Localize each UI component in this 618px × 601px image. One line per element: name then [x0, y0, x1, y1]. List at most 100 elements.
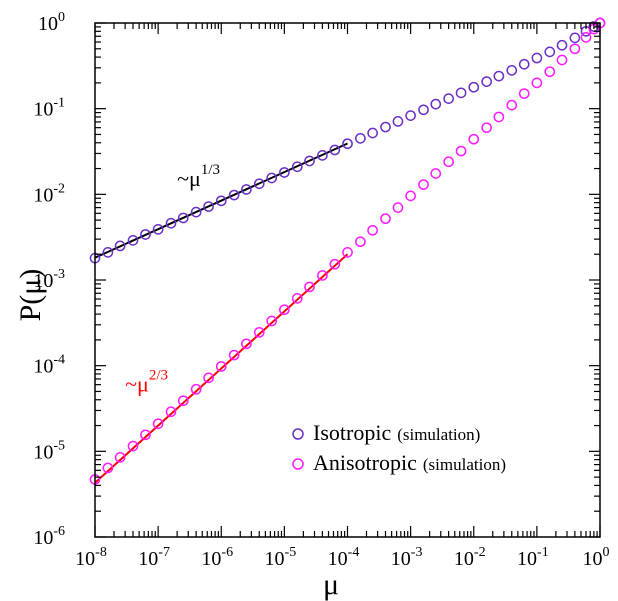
anisotropic-point	[253, 326, 265, 338]
fit-lines	[94, 142, 349, 484]
anisotropic-point	[518, 88, 530, 99]
anisotropic-point	[177, 395, 189, 407]
isotropic-point	[253, 178, 265, 190]
annotation-isotropic-slope: ~μ1/3	[177, 162, 220, 191]
isotropic-point	[405, 110, 416, 121]
isotropic-point	[317, 150, 328, 161]
isotropic-point	[367, 127, 378, 139]
anisotropic-point	[140, 429, 151, 441]
y-tick-exponent: -5	[53, 438, 65, 453]
x-tick-label: 10-8	[75, 545, 107, 570]
isotropic-point	[266, 172, 278, 184]
legend-name-anisotropic: Anisotropic	[313, 450, 417, 475]
isotropic-point	[569, 32, 581, 44]
anisotropic-point	[556, 54, 568, 66]
anisotropic-point	[493, 111, 505, 123]
anisotropic-point	[304, 281, 315, 293]
y-tick-base: 10	[33, 270, 53, 292]
y-tick-base: 10	[33, 356, 53, 378]
anisotropic-point	[279, 304, 290, 316]
y-axis-title: P(μ)	[14, 269, 47, 322]
anisotropic-point	[266, 315, 278, 327]
anisotropic-point	[418, 179, 429, 190]
isotropic-point	[481, 76, 492, 87]
y-tick-exponent: -2	[53, 181, 65, 196]
fit-line-anisotropic	[94, 253, 349, 484]
x-tick-label: 10-5	[265, 545, 297, 570]
x-tick-exponent: -8	[95, 545, 107, 560]
anisotropic-point	[392, 202, 404, 213]
x-tick-label: 10-1	[517, 545, 549, 570]
x-tick-base: 10	[328, 548, 348, 570]
isotropic-point	[493, 70, 505, 82]
legend-name-isotropic: Isotropic	[313, 420, 391, 445]
isotropic-point	[102, 247, 114, 258]
anisotropic-point	[165, 406, 177, 418]
legend-suffix-anisotropic: (simulation)	[423, 455, 506, 474]
isotropic-point	[165, 217, 177, 229]
isotropic-point	[228, 189, 240, 201]
isotropic-point	[279, 167, 290, 178]
x-tick-exponent: -6	[221, 545, 233, 560]
legend-label-isotropic: Isotropic (simulation)	[313, 420, 480, 445]
x-tick-label: 10-4	[328, 545, 360, 570]
axis-ticks	[94, 22, 601, 538]
isotropic-point	[544, 46, 556, 58]
isotropic-point	[355, 133, 366, 144]
annotation-anisotropic-slope: ~μ2/3	[125, 367, 168, 396]
x-tick-exponent: 0	[603, 545, 610, 560]
isotropic-point	[329, 144, 341, 156]
anisotropic-point	[506, 99, 518, 111]
anisotropic-point	[190, 383, 202, 395]
y-tick-base: 10	[38, 13, 58, 35]
isotropic-point	[291, 161, 303, 173]
anisotropic-point	[443, 156, 454, 168]
annotation-anisotropic-prefix: ~μ	[125, 371, 149, 396]
x-axis-title: μ	[323, 568, 339, 601]
isotropic-point	[215, 195, 227, 207]
y-tick-label: 10-1	[33, 96, 65, 121]
anisotropic-point	[367, 224, 378, 236]
isotropic-point	[556, 39, 568, 51]
y-tick-label: 10-3	[33, 267, 65, 292]
anisotropic-point	[481, 122, 492, 134]
y-tick-exponent: -3	[53, 267, 65, 282]
anisotropic-point	[468, 133, 480, 145]
y-tick-label: 10-4	[33, 353, 65, 378]
y-tick-label: 100	[38, 10, 65, 35]
y-tick-exponent: -4	[53, 353, 65, 368]
isotropic-point	[443, 93, 454, 104]
isotropic-point	[203, 201, 214, 212]
y-tick-base: 10	[33, 184, 53, 206]
y-tick-label: 10-6	[33, 524, 65, 549]
x-tick-label: 10-2	[454, 545, 486, 570]
x-tick-base: 10	[75, 548, 95, 570]
x-tick-exponent: -2	[474, 545, 486, 560]
isotropic-point	[418, 104, 429, 116]
annotation-isotropic-exponent: 1/3	[201, 162, 220, 178]
anisotropic-point	[580, 31, 592, 43]
anisotropic-point	[380, 213, 391, 225]
anisotropic-point	[241, 338, 252, 350]
y-tick-base: 10	[33, 99, 53, 121]
x-tick-exponent: -1	[537, 545, 549, 560]
legend-marker-anisotropic	[292, 458, 304, 470]
isotropic-point	[127, 235, 139, 246]
x-tick-base: 10	[583, 548, 603, 570]
anisotropic-point	[203, 372, 214, 384]
isotropic-point	[392, 116, 404, 127]
isotropic-point	[518, 58, 530, 70]
anisotropic-point	[405, 190, 416, 202]
anisotropic-point	[569, 43, 581, 55]
isotropic-point	[140, 229, 151, 240]
y-tick-base: 10	[33, 441, 53, 463]
isotropic-point	[506, 65, 518, 76]
legend-label-anisotropic: Anisotropic (simulation)	[313, 450, 506, 475]
y-tick-exponent: 0	[58, 10, 65, 25]
y-tick-label: 10-2	[33, 181, 65, 206]
anisotropic-point	[102, 462, 114, 474]
y-tick-exponent: -1	[53, 96, 65, 111]
annotation-isotropic-prefix: ~μ	[177, 166, 201, 191]
anisotropic-point	[228, 349, 240, 361]
